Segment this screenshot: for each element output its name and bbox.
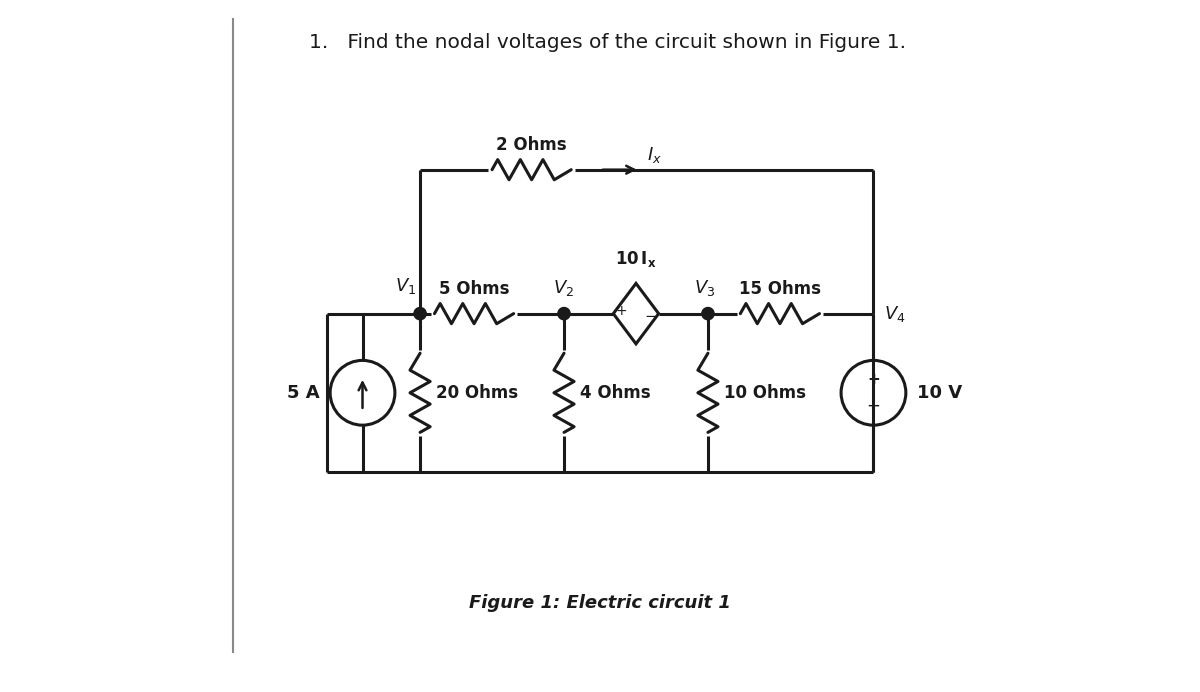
Text: $\mathit{I_x}$: $\mathit{I_x}$: [647, 145, 661, 165]
Text: 2 Ohms: 2 Ohms: [497, 136, 566, 154]
Text: Figure 1: Electric circuit 1: Figure 1: Electric circuit 1: [469, 594, 731, 612]
Circle shape: [414, 307, 426, 320]
Text: 10 Ohms: 10 Ohms: [724, 384, 805, 402]
Text: 15 Ohms: 15 Ohms: [739, 280, 821, 298]
Text: 10 V: 10 V: [917, 384, 961, 402]
Circle shape: [702, 307, 714, 320]
Text: $V_1$: $V_1$: [395, 275, 416, 295]
Text: $V_4$: $V_4$: [884, 304, 906, 324]
Text: 1.   Find the nodal voltages of the circuit shown in Figure 1.: 1. Find the nodal voltages of the circui…: [308, 33, 906, 52]
Text: 20 Ohms: 20 Ohms: [436, 384, 518, 402]
Text: $\mathbf{10\,I_x}$: $\mathbf{10\,I_x}$: [616, 249, 656, 269]
Text: +: +: [868, 372, 880, 388]
Text: 5 Ohms: 5 Ohms: [439, 280, 509, 298]
Text: +: +: [616, 304, 628, 318]
Text: −: −: [644, 309, 656, 324]
Circle shape: [558, 307, 570, 320]
Text: $V_3$: $V_3$: [694, 277, 715, 298]
Text: 5 A: 5 A: [287, 384, 319, 402]
Text: 4 Ohms: 4 Ohms: [580, 384, 650, 402]
Text: −: −: [866, 397, 881, 415]
Text: $V_2$: $V_2$: [553, 277, 575, 298]
